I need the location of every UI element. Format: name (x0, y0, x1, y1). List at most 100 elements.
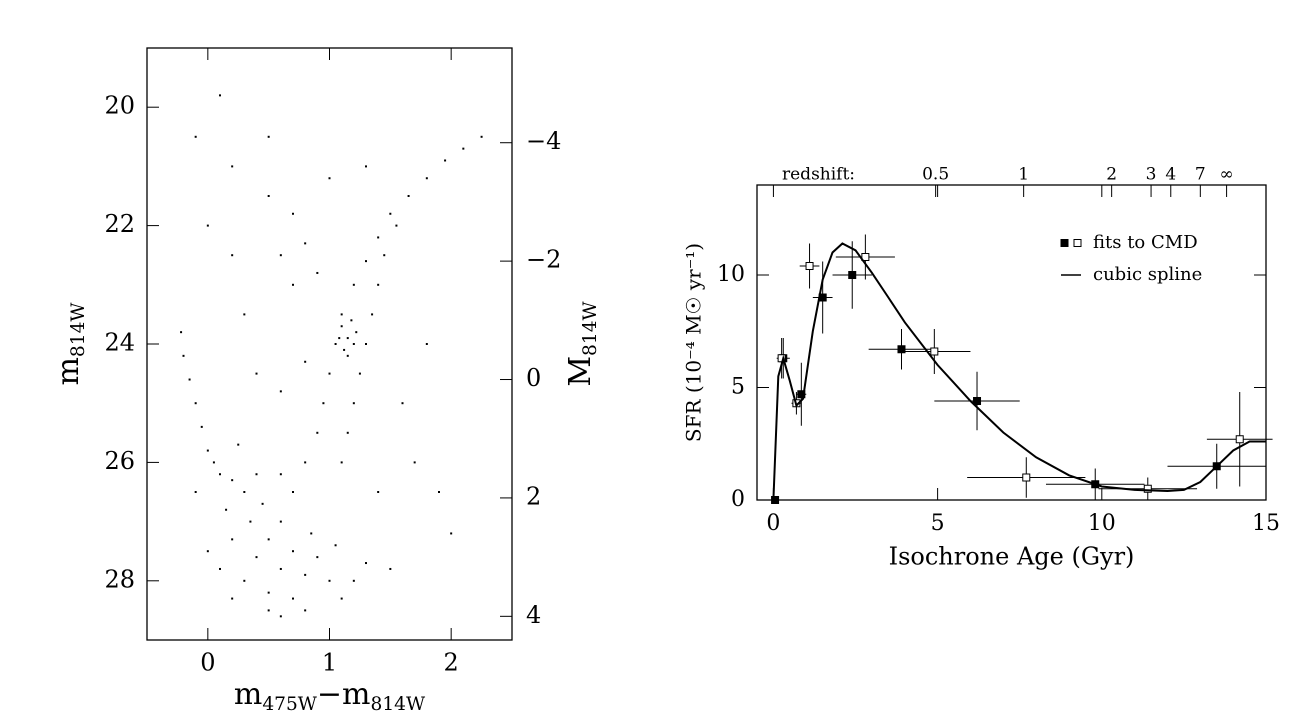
star-point (219, 94, 221, 97)
x2-tick-label: ∞ (1220, 165, 1234, 185)
star-point (219, 473, 221, 476)
star-point (304, 360, 307, 363)
star-point (322, 402, 325, 405)
legend-label: cubic spline (1093, 264, 1202, 285)
plot-frame (756, 184, 1267, 501)
star-point (340, 597, 343, 600)
star-point (395, 224, 398, 227)
star-point (261, 502, 264, 505)
x-axis-label: m475W−m814W (234, 677, 426, 715)
star-point (352, 402, 355, 405)
star-point (279, 520, 282, 523)
star-point (304, 609, 307, 612)
star-point (206, 449, 209, 452)
star-point (279, 390, 282, 393)
star-point (292, 212, 294, 215)
y2-tick-label: 0 (526, 364, 541, 392)
label-text: m (51, 357, 86, 385)
star-point (279, 254, 282, 257)
star-point (340, 325, 343, 328)
star-point (206, 550, 209, 553)
star-point (401, 402, 404, 405)
star-point (355, 331, 358, 334)
star-point (231, 254, 234, 257)
label-text: M (563, 356, 598, 387)
star-point (444, 159, 447, 162)
y-axis-label: SFR (10⁻⁴ M☉ yr⁻¹) (682, 243, 706, 442)
star-point (413, 461, 416, 464)
star-point (310, 532, 313, 535)
filled-marker (848, 271, 857, 279)
star-point (292, 491, 294, 493)
star-point (237, 443, 240, 446)
open-marker (861, 253, 870, 261)
filled-marker (973, 397, 982, 405)
open-marker (1143, 484, 1152, 493)
star-point (292, 550, 294, 553)
star-point (407, 195, 410, 197)
y-tick-label: 0 (731, 487, 745, 512)
star-point (328, 177, 331, 180)
label-subscript: 814W (68, 302, 89, 357)
label-subscript: 475W (262, 694, 317, 715)
star-point (346, 431, 349, 434)
star-point (334, 343, 337, 345)
y2-tick-label: 2 (526, 482, 541, 510)
x2-tick-label: 0.5 (922, 165, 949, 185)
star-point (316, 431, 319, 434)
star-point (206, 224, 209, 227)
x-tick-label: 2 (444, 649, 459, 677)
star-point (343, 348, 346, 351)
open-marker (1022, 473, 1031, 482)
star-point (243, 313, 246, 316)
filled-marker (771, 496, 780, 504)
star-point (389, 212, 392, 215)
y-tick-label: 5 (731, 375, 745, 400)
star-point (425, 343, 428, 345)
star-point (438, 491, 440, 493)
star-point (316, 271, 319, 274)
star-point (328, 372, 331, 375)
star-point (377, 236, 380, 239)
star-point (182, 354, 185, 357)
star-point (328, 579, 331, 582)
y2-axis-label: M814W (563, 300, 601, 386)
star-point (243, 579, 246, 582)
label-subscript: 814W (580, 300, 601, 355)
star-point (292, 597, 294, 600)
star-point (267, 591, 270, 594)
star-point (334, 544, 337, 547)
star-point (346, 354, 349, 357)
star-point (180, 331, 183, 334)
star-point (371, 313, 374, 316)
y-tick-label: 20 (104, 92, 135, 120)
label-text: −m (317, 677, 371, 712)
star-point (346, 337, 349, 340)
star-point (255, 473, 258, 476)
star-point (358, 372, 361, 375)
plot-frame (146, 47, 513, 641)
star-point (365, 562, 367, 565)
star-point (231, 597, 234, 600)
star-point (188, 378, 191, 381)
star-point (340, 461, 343, 464)
star-point (212, 461, 215, 464)
filled-marker (797, 390, 806, 399)
star-point (316, 556, 319, 559)
y-tick-label: 22 (104, 210, 135, 238)
star-point (365, 260, 367, 263)
star-point (267, 135, 270, 138)
star-point (389, 567, 392, 570)
star-point (194, 135, 197, 138)
star-point (255, 556, 258, 559)
star-point (377, 491, 380, 493)
star-point (219, 567, 221, 570)
star-point (340, 313, 343, 316)
x-tick-label: 1 (322, 649, 337, 677)
star-point (194, 491, 197, 493)
star-point (352, 343, 355, 345)
x-tick-label: 0 (200, 649, 215, 677)
star-point (249, 520, 252, 523)
spline-line (772, 242, 1266, 501)
